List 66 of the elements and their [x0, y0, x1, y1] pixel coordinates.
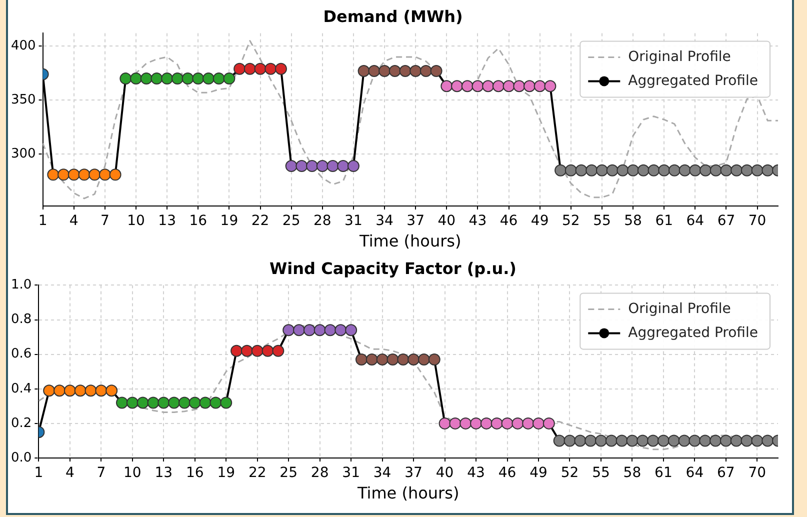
x-tick-label: 37 — [406, 213, 424, 230]
x-tick-label: 61 — [655, 213, 674, 230]
x-tick-label: 16 — [186, 465, 204, 482]
x-tick-label: 31 — [344, 213, 362, 230]
x-tick-label: 13 — [158, 213, 176, 230]
x-tick-label: 7 — [96, 465, 106, 482]
x-tick-label: 19 — [217, 465, 236, 482]
x-tick-label: 4 — [65, 465, 74, 482]
x-axis-title: Time (hours) — [358, 232, 462, 251]
legend-label: Original Profile — [628, 48, 731, 65]
x-tick-label: 10 — [123, 465, 142, 482]
y-tick-label: 0.8 — [10, 312, 32, 328]
x-tick-label: 46 — [500, 213, 518, 230]
x-tick-label: 34 — [376, 213, 394, 230]
x-tick-label: 58 — [623, 465, 642, 482]
x-tick-label: 22 — [251, 213, 270, 230]
x-tick-label: 70 — [748, 213, 766, 230]
x-tick-label: 58 — [624, 213, 642, 230]
y-tick-label: 300 — [10, 146, 36, 162]
x-tick-label: 1 — [34, 465, 44, 482]
x-tick-label: 10 — [127, 213, 145, 230]
x-tick-label: 67 — [717, 213, 736, 230]
chart-title: Demand (MWh) — [323, 6, 463, 26]
x-tick-label: 13 — [154, 465, 173, 482]
y-tick-label: 0.4 — [10, 381, 32, 396]
x-tick-label: 64 — [686, 465, 704, 482]
x-tick-label: 49 — [530, 213, 549, 230]
y-tick-label: 0.2 — [10, 416, 32, 431]
x-tick-label: 34 — [373, 465, 392, 482]
x-tick-label: 70 — [748, 465, 766, 482]
y-tick-label: 400 — [10, 38, 36, 54]
x-tick-label: 43 — [467, 465, 485, 482]
chart-title: Wind Capacity Factor (p.u.) — [270, 258, 516, 278]
y-tick-label: 0.0 — [10, 450, 32, 466]
x-tick-label: 31 — [342, 465, 360, 482]
x-tick-label: 19 — [220, 213, 238, 230]
x-tick-label: 28 — [313, 213, 332, 230]
x-tick-label: 22 — [248, 465, 266, 482]
x-tick-label: 46 — [498, 465, 516, 482]
x-tick-label: 64 — [686, 213, 704, 230]
x-tick-label: 55 — [592, 465, 610, 482]
x-tick-label: 40 — [436, 465, 454, 482]
x-tick-label: 43 — [468, 213, 487, 230]
x-tick-label: 52 — [562, 213, 580, 230]
y-tick-label: 350 — [10, 92, 36, 108]
x-tick-label: 28 — [310, 465, 329, 482]
y-tick-label: 0.6 — [10, 346, 32, 362]
x-tick-label: 37 — [404, 465, 422, 482]
x-tick-label: 4 — [69, 213, 78, 230]
x-tick-label: 55 — [593, 213, 611, 230]
x-tick-label: 67 — [717, 465, 735, 482]
line-series — [42, 40, 778, 200]
x-tick-label: 52 — [560, 465, 579, 482]
x-tick-label: 25 — [280, 465, 298, 482]
x-tick-label: 25 — [282, 213, 300, 230]
x-tick-label: 49 — [530, 465, 548, 482]
legend-label: Aggregated Profile — [628, 72, 758, 89]
legend-label: Original Profile — [628, 300, 731, 317]
x-tick-label: 61 — [654, 465, 672, 482]
x-tick-label: 7 — [100, 213, 110, 230]
x-tick-label: 40 — [438, 213, 456, 230]
x-axis-title: Time (hours) — [356, 484, 460, 503]
y-tick-label: 1.0 — [10, 278, 32, 293]
x-tick-label: 1 — [38, 213, 48, 230]
x-tick-label: 16 — [189, 213, 208, 230]
legend-label: Aggregated Profile — [628, 324, 758, 341]
